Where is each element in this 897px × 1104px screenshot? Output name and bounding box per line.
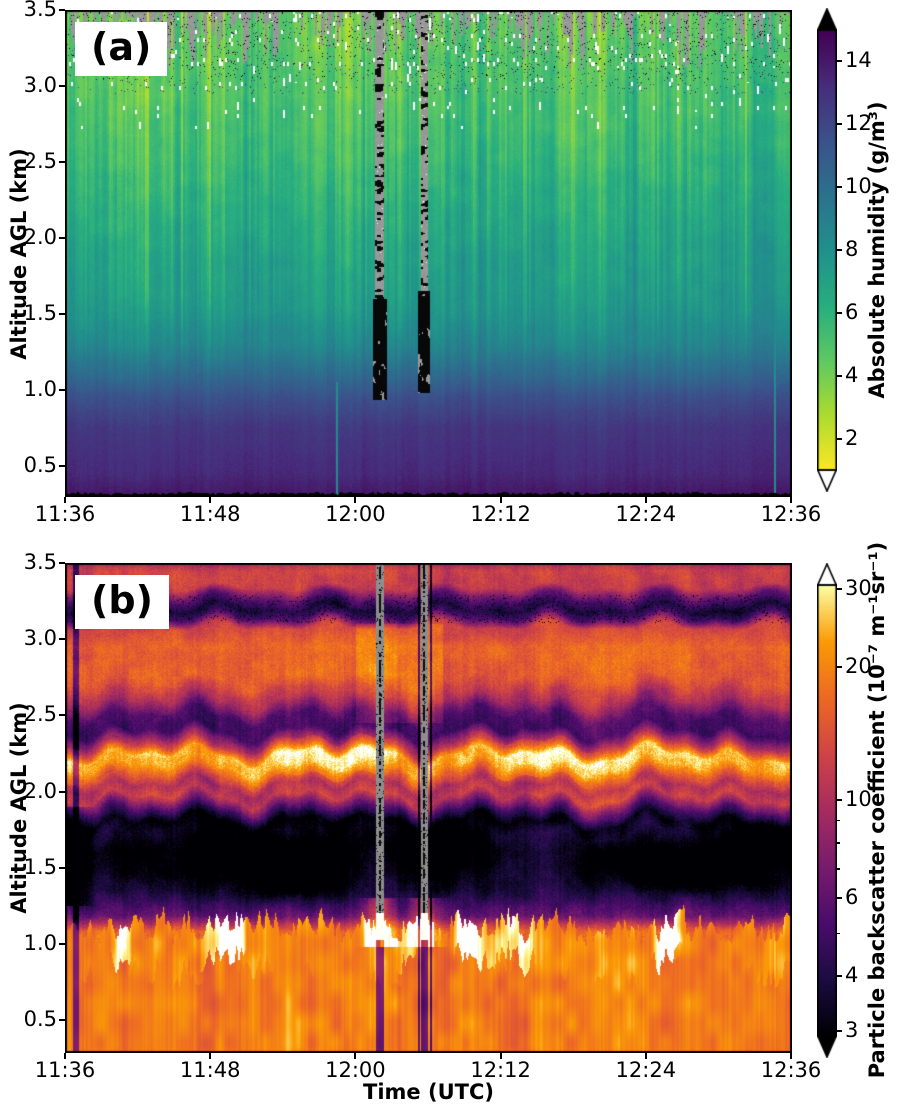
colorbar-b-tick-label: 3 [845,1018,859,1043]
y-tick-a [59,465,65,467]
x-tick-b [354,1053,357,1059]
x-tick-label-b: 12:36 [760,1058,822,1082]
colorbar-a-tick [837,60,842,63]
x-tick-label-b: 12:12 [470,1058,531,1082]
y-tick-label-b: 3.0 [23,626,57,651]
y-tick-label-b: 2.0 [23,778,57,803]
colorbar-b-tick [837,1030,842,1033]
y-tick-b [59,714,65,717]
colorbar-b-tick [837,665,842,668]
x-tick-label-b: 12:24 [615,1058,677,1082]
colorbar-a [817,8,837,492]
colorbar-a-tick-label: 10 [845,174,872,199]
y-tick-a [59,389,65,391]
y-tick-label-b: 2.5 [23,702,57,727]
x-tick-label-a: 12:12 [470,502,531,526]
colorbar-b-tick-label: 10 [845,787,872,811]
x-tick-a [209,497,212,503]
colorbar-b-tick [837,975,842,978]
y-tick-b [59,638,65,641]
panel-b-label: (b) [75,575,169,629]
y-tick-a [59,313,65,315]
colorbar-b-tick-label: 30 [845,575,872,600]
y-tick-b [59,1019,65,1021]
x-axis-label: Time (UTC) [363,1080,494,1104]
y-tick-b [59,942,65,945]
colorbar-a-tick-label: 12 [845,111,872,136]
colorbar-b-tick-label: 20 [845,653,872,678]
x-tick-a [790,497,792,503]
colorbar-b-tick [837,587,842,590]
x-tick-b [790,1053,792,1059]
x-tick-b [499,1053,502,1059]
x-tick-label-a: 11:36 [34,502,96,526]
colorbar-a-tick-label: 8 [845,237,859,261]
x-tick-b [644,1053,647,1059]
x-tick-a [499,497,502,503]
x-tick-label-b: 12:00 [325,1058,386,1082]
y-tick-a [59,9,65,11]
colorbar-a-tick-label: 2 [845,425,859,450]
colorbar-a-tick [837,311,842,314]
y-tick-label-a: 1.5 [23,301,57,325]
colorbar-b-tick [837,799,842,801]
y-tick-label-b: 1.5 [23,854,57,879]
colorbar-b-minor-tick [837,842,840,844]
y-tick-b [59,790,65,793]
colorbar-a-tick [837,374,842,377]
y-tick-label-b: 3.5 [23,550,57,574]
colorbar-b-minor-tick [837,819,840,822]
panel-a-label: (a) [75,22,168,76]
colorbar-b-tick-label: 4 [845,963,859,988]
y-tick-a [59,85,65,87]
y-axis-label-b: Altitude AGL (km) [7,702,31,914]
y-tick-a [59,161,65,163]
colorbar-a-tick-label: 4 [845,362,859,387]
heatmap-b [65,563,792,1053]
colorbar-a-tick-label: 14 [845,48,872,73]
x-tick-a [354,497,357,503]
colorbar-a-title: Absolute humidity (g/m³) [865,101,889,399]
y-axis-label-a: Altitude AGL (km) [7,147,31,360]
x-tick-b [64,1053,66,1059]
colorbar-b-tick [837,897,842,900]
colorbar-b-minor-tick [837,868,840,870]
x-tick-label-a: 11:48 [179,502,241,526]
y-tick-label-a: 0.5 [23,453,57,477]
colorbar-a-tick [837,437,842,440]
x-tick-label-b: 11:36 [34,1058,96,1082]
x-tick-label-a: 12:00 [325,502,386,526]
colorbar-a-tick [837,186,842,189]
y-tick-label-a: 3.0 [23,73,57,97]
colorbar-a-tick [837,249,842,251]
y-tick-label-b: 1.0 [23,930,57,955]
x-tick-a [64,497,66,503]
x-tick-b [209,1053,212,1059]
y-tick-label-a: 1.0 [23,377,57,401]
colorbar-a-tick-label: 6 [845,299,859,324]
x-tick-label-a: 12:36 [760,502,822,526]
x-tick-label-a: 12:24 [615,502,677,526]
colorbar-a-tick [837,123,842,126]
y-tick-a [59,237,65,239]
colorbar-b [817,563,837,1058]
colorbar-b-minor-tick [837,932,840,935]
y-tick-label-b: 0.5 [23,1007,57,1031]
colorbar-b-tick-label: 6 [845,885,859,910]
y-tick-b [59,866,65,869]
x-tick-a [644,497,647,503]
x-tick-label-b: 11:48 [179,1058,241,1082]
y-tick-b [59,562,65,564]
y-tick-label-a: 2.0 [23,225,57,249]
heatmap-a [65,10,792,497]
y-tick-label-a: 3.5 [23,0,57,21]
y-tick-label-a: 2.5 [23,149,57,173]
